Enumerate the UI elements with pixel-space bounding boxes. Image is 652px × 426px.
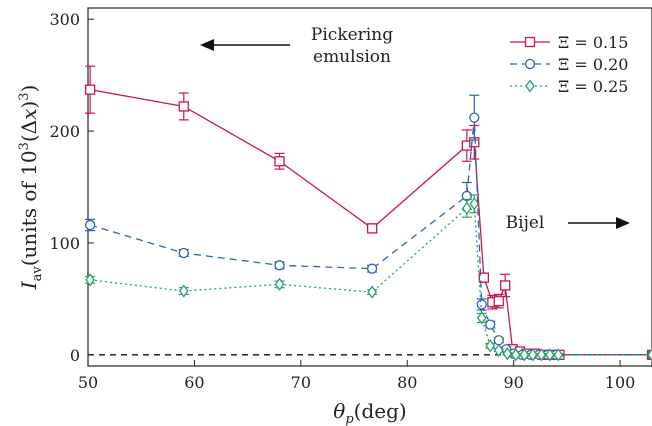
legend-item: Ξ = 0.20 (510, 55, 628, 74)
data-point (647, 348, 652, 362)
data-point (502, 347, 513, 361)
data-point (528, 348, 538, 362)
data-point (85, 273, 95, 287)
data-point (476, 311, 487, 325)
data-point (366, 263, 378, 274)
x-axis-title: θp(deg) (333, 399, 406, 426)
series-line (89, 117, 652, 356)
data-point (519, 348, 530, 362)
data-point (485, 339, 496, 353)
x-tick-label: 60 (184, 373, 204, 392)
y-tick-label: 300 (49, 10, 80, 29)
data-point (553, 348, 564, 362)
legend-label: Ξ = 0.15 (558, 33, 628, 52)
data-point (274, 260, 285, 271)
data-point (366, 223, 378, 234)
y-axis-title: Iav(units of 103(Δx)3) (17, 85, 45, 291)
y-tick-label: 200 (49, 122, 80, 141)
data-point (84, 219, 96, 231)
data-point (367, 285, 377, 299)
data-point (469, 112, 480, 123)
data-point (178, 101, 189, 112)
y-tick-label: 100 (49, 234, 80, 253)
legend-marker (524, 58, 536, 70)
data-point (493, 335, 504, 346)
legend-item: Ξ = 0.15 (510, 33, 628, 52)
series-line (90, 89, 652, 356)
annotation-pickering: Pickering (311, 25, 393, 45)
data-point (499, 280, 511, 291)
data-point (536, 348, 547, 362)
legend-marker (525, 79, 535, 93)
data-point (476, 299, 487, 310)
data-point (462, 201, 472, 215)
legend-item: Ξ = 0.25 (510, 77, 628, 96)
data-point (493, 343, 504, 357)
legend-label: Ξ = 0.25 (558, 77, 628, 96)
data-point (545, 348, 555, 362)
x-tick-label: 50 (78, 373, 98, 392)
y-axis: 0 100 200 300 (49, 10, 94, 365)
data-point (274, 156, 285, 167)
data-point (485, 319, 496, 330)
left-arrow-icon (200, 39, 290, 51)
x-axis: 50 60 70 80 90 100 (78, 360, 636, 392)
x-tick-label: 100 (605, 373, 636, 392)
data-point (493, 295, 504, 307)
x-tick-label: 70 (291, 373, 311, 392)
data-point (478, 272, 490, 283)
x-tick-label: 90 (503, 373, 523, 392)
annotation-emulsion: emulsion (313, 47, 391, 67)
data-point (510, 348, 521, 362)
series-layer (84, 65, 652, 362)
legend-label: Ξ = 0.20 (558, 55, 628, 74)
y-tick-label: 0 (70, 346, 80, 365)
legend: Ξ = 0.15 Ξ = 0.20 Ξ = 0.25 (510, 33, 628, 96)
data-point (274, 277, 285, 291)
right-arrow-icon (568, 217, 630, 229)
legend-marker (524, 36, 536, 48)
x-tick-label: 80 (397, 373, 417, 392)
series-0 (84, 65, 652, 360)
data-point (178, 284, 189, 298)
data-point (469, 197, 480, 211)
annotation-bijel: Bijel (506, 213, 545, 233)
data-point (84, 84, 96, 95)
plot-frame (87, 7, 652, 367)
series-2 (85, 194, 652, 362)
data-point (178, 247, 189, 259)
